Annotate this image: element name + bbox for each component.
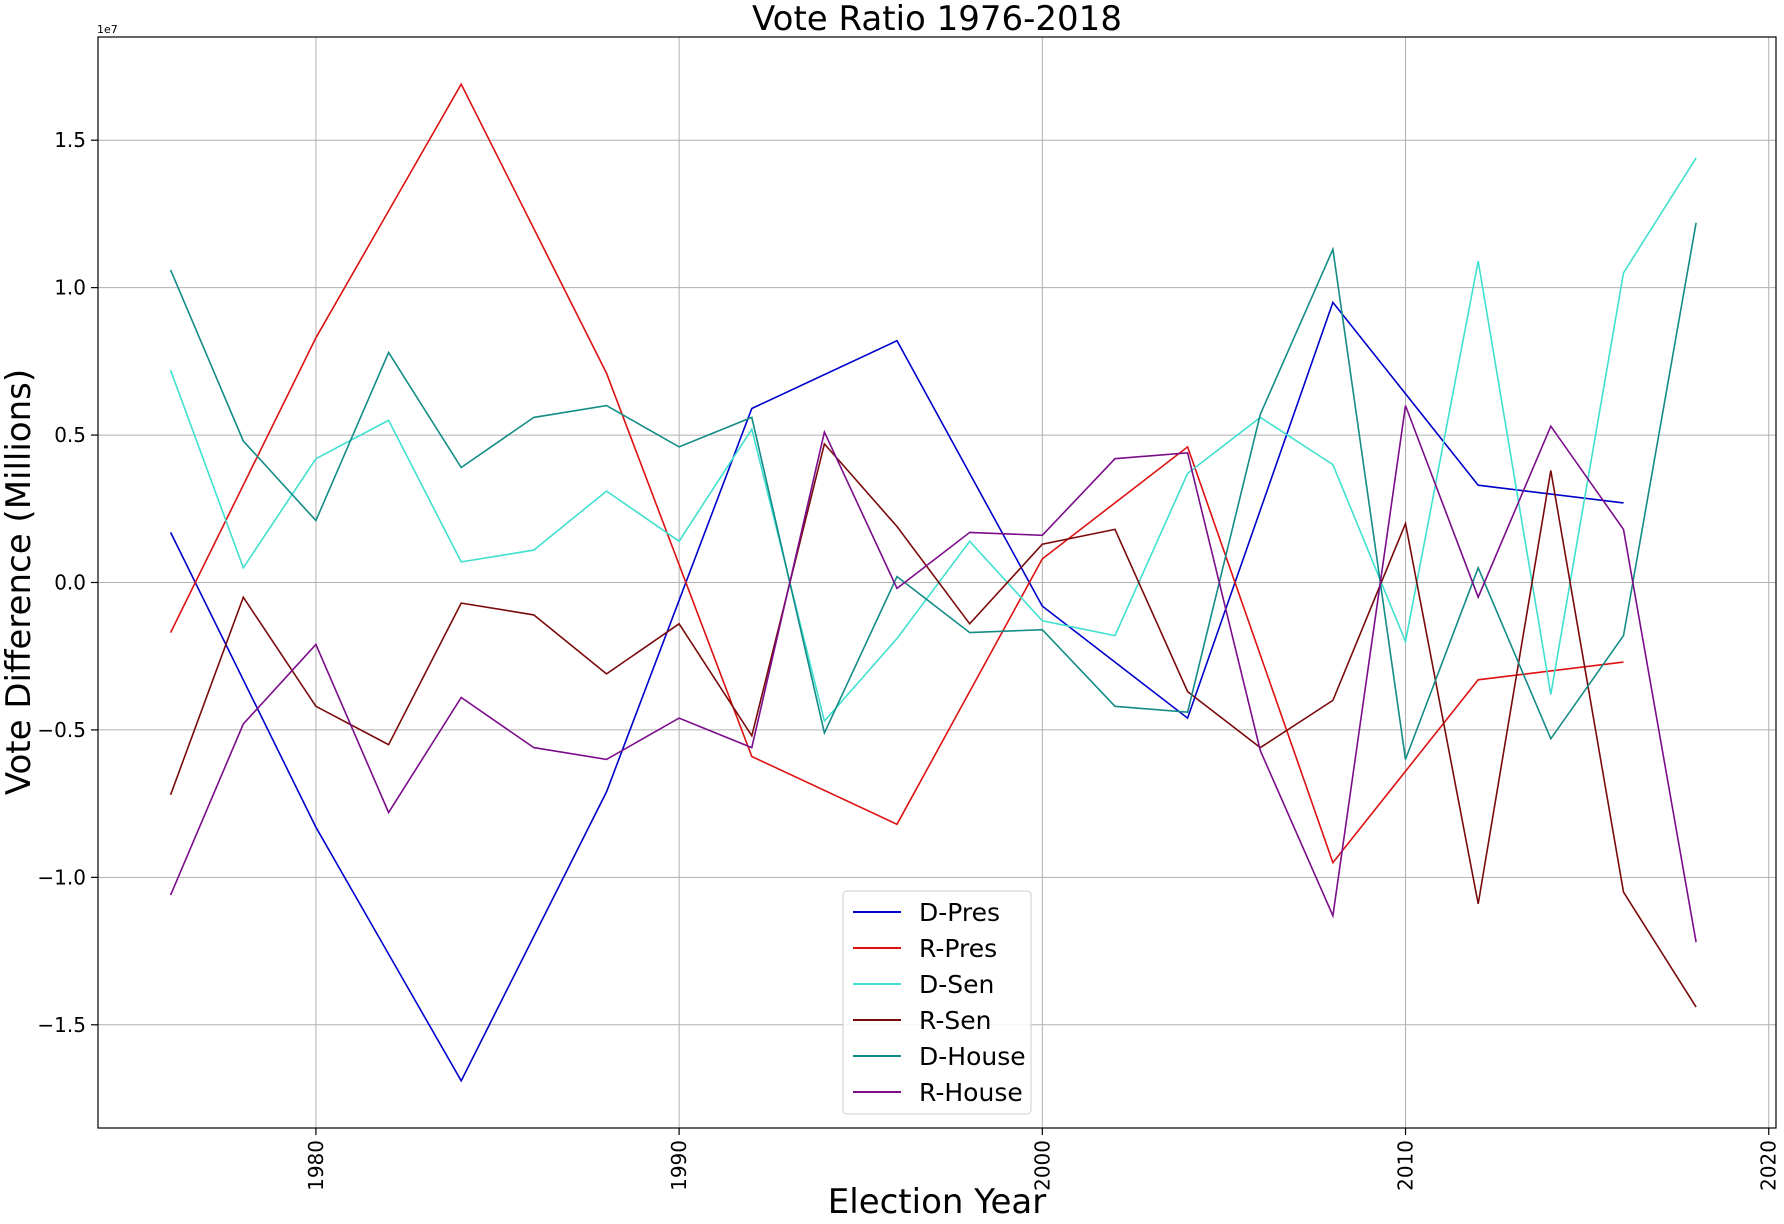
axis-ticks: 1980 1990 2000 2010 2020 −1.5 −1.0 −0.5 0.0 0.5 1.… [37, 128, 1780, 1191]
chart-title: Vote Ratio 1976-2018 [752, 0, 1122, 39]
x-axis-label: Election Year [828, 1182, 1046, 1222]
y-tick-label: 0.5 [54, 423, 86, 447]
x-tick-label: 2010 [1394, 1140, 1418, 1191]
series-line-d-house [169, 222, 1697, 760]
series-line-r-house [169, 405, 1697, 943]
y-tick-label: 1.5 [54, 128, 86, 152]
y-tick-label: −1.0 [37, 865, 86, 889]
series-line-r-pres [169, 82, 1624, 865]
x-tick-label: 2020 [1757, 1140, 1781, 1191]
legend-label-d-pres: D-Pres [919, 898, 1000, 927]
series-line-r-sen [169, 442, 1697, 1008]
legend-label-d-sen: D-Sen [919, 970, 994, 999]
series-line-d-pres [169, 300, 1624, 1083]
y-tick-label: 1.0 [54, 276, 86, 300]
legend-box [842, 890, 1032, 1115]
y-tick-label: −1.5 [37, 1013, 86, 1037]
legend-label-r-pres: R-Pres [919, 934, 997, 963]
y-axis-offset-label: 1e7 [97, 23, 118, 36]
y-tick-label: −0.5 [37, 718, 86, 742]
grid-lines [98, 37, 1776, 1128]
x-tick-label: 1980 [304, 1140, 328, 1191]
legend-label-r-sen: R-Sen [919, 1006, 991, 1035]
y-tick-label: 0.0 [54, 571, 86, 595]
legend-label-r-house: R-House [919, 1078, 1023, 1107]
legend-label-d-house: D-House [919, 1042, 1026, 1071]
legend: D-Pres R-Pres D-Sen R-Sen D-House R-House [842, 890, 1032, 1115]
x-tick-label: 1990 [667, 1140, 691, 1191]
x-tick-label: 2000 [1030, 1140, 1054, 1191]
series-line-d-sen [169, 157, 1697, 723]
series-lines [169, 82, 1697, 1083]
y-axis-label: Vote Difference (Millions) [0, 369, 39, 795]
